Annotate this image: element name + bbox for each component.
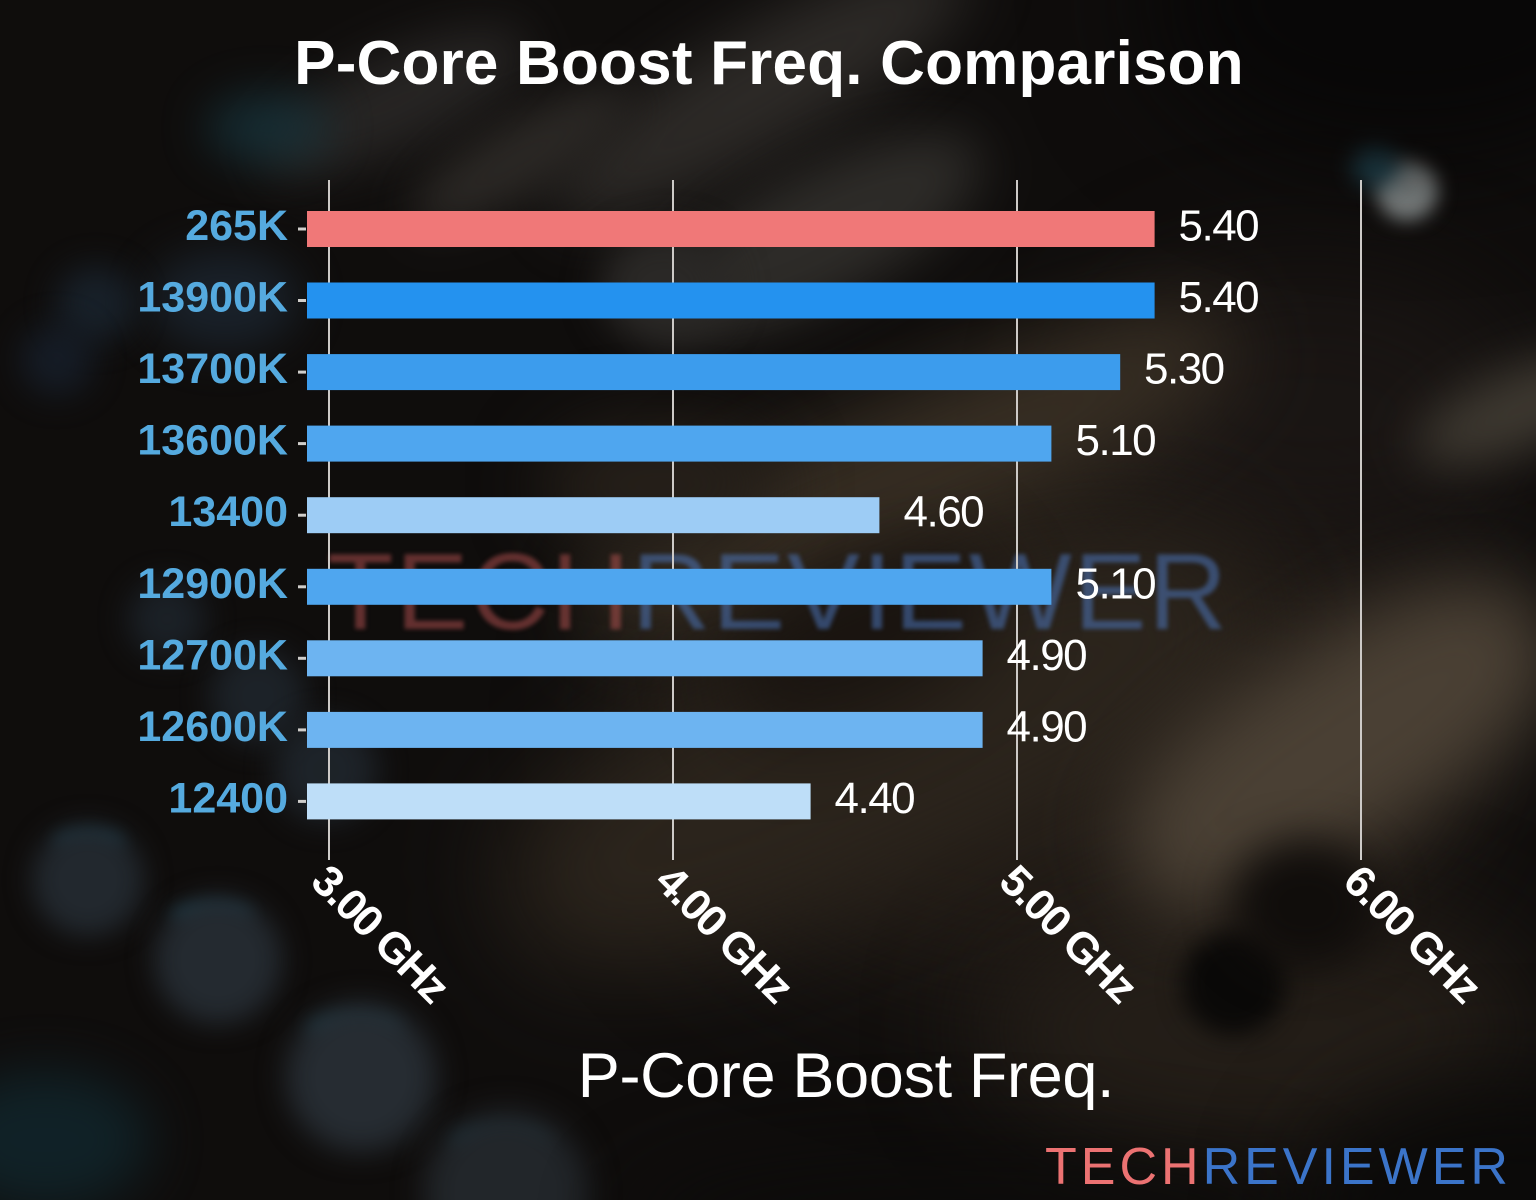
svg-text:5.10: 5.10 (1076, 416, 1156, 465)
svg-text:12700K: 12700K (137, 631, 288, 679)
svg-text:12400: 12400 (168, 774, 288, 822)
svg-text:5.30: 5.30 (1144, 345, 1224, 394)
svg-text:13600K: 13600K (137, 417, 288, 465)
svg-text:12600K: 12600K (137, 703, 288, 751)
svg-text:5.40: 5.40 (1179, 202, 1259, 251)
svg-text:P-Core Boost Freq. Comparison: P-Core Boost Freq. Comparison (294, 29, 1244, 98)
svg-text:5.00 GHz: 5.00 GHz (990, 856, 1146, 1012)
svg-text:4.60: 4.60 (904, 488, 984, 537)
svg-text:6.00 GHz: 6.00 GHz (1334, 856, 1490, 1012)
svg-text:13400: 13400 (168, 488, 288, 536)
svg-text:265K: 265K (185, 202, 288, 250)
svg-text:TECHREVIEWER: TECHREVIEWER (1045, 1138, 1512, 1196)
svg-text:4.90: 4.90 (1007, 631, 1087, 680)
svg-text:4.40: 4.40 (835, 774, 915, 823)
svg-text:3.00 GHz: 3.00 GHz (302, 856, 458, 1012)
svg-text:P-Core Boost Freq.: P-Core Boost Freq. (578, 1041, 1114, 1111)
svg-text:12900K: 12900K (137, 560, 288, 608)
svg-text:4.00 GHz: 4.00 GHz (646, 856, 802, 1012)
svg-text:4.90: 4.90 (1007, 702, 1087, 751)
svg-text:5.10: 5.10 (1076, 559, 1156, 608)
svg-text:5.40: 5.40 (1179, 273, 1259, 322)
svg-text:13900K: 13900K (137, 274, 288, 322)
svg-text:13700K: 13700K (137, 345, 288, 393)
